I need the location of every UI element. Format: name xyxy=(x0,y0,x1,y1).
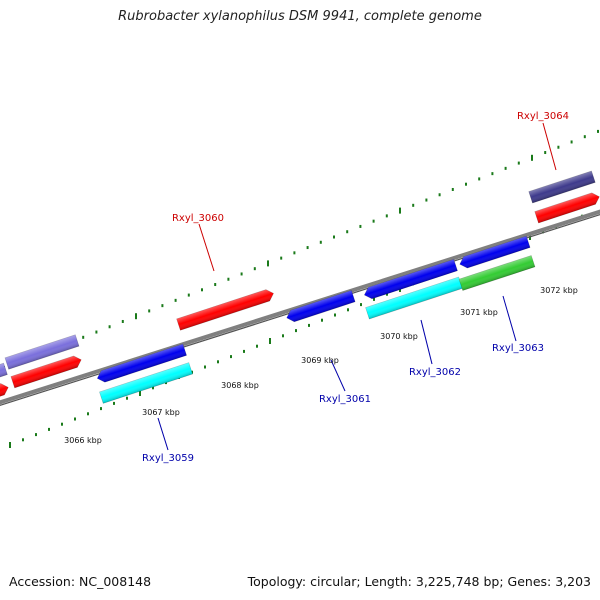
gene-rxyl-3060[interactable] xyxy=(176,288,276,331)
gene-shading xyxy=(4,334,80,370)
gene-shading xyxy=(0,363,8,381)
gene-red-left[interactable] xyxy=(10,354,83,389)
gene-label[interactable]: Rxyl_3061 xyxy=(319,394,371,405)
gene-label[interactable]: Rxyl_3059 xyxy=(142,453,194,464)
gene-label[interactable]: Rxyl_3062 xyxy=(409,367,461,378)
scale-label: 3068 kbp xyxy=(221,381,259,390)
genome-summary-text: Topology: circular; Length: 3,225,748 bp… xyxy=(247,574,591,589)
gene-rxyl-3059[interactable] xyxy=(99,362,193,404)
gene-lavender-edge[interactable] xyxy=(0,362,8,382)
accession-text: Accession: NC_008148 xyxy=(9,574,152,589)
gene-shading xyxy=(0,383,9,403)
gene-shading xyxy=(528,171,596,203)
gene-red-right[interactable] xyxy=(534,191,600,224)
callout-line xyxy=(330,359,346,392)
gene-rxyl-3061[interactable] xyxy=(285,290,356,323)
callout-line xyxy=(198,223,215,272)
scale-labels: 3066 kbp 3067 kbp 3068 kbp 3069 kbp 3070 kbp… xyxy=(64,286,578,445)
gene-label[interactable]: Rxyl_3064 xyxy=(517,111,569,122)
gene-rxyl-3063[interactable] xyxy=(458,255,536,291)
scale-ticks xyxy=(3,129,599,448)
gene-shading xyxy=(534,192,600,223)
gene-red-edge[interactable] xyxy=(0,382,10,403)
callout-line xyxy=(157,417,169,451)
gene-label[interactable]: Rxyl_3063 xyxy=(492,343,544,354)
backbone-line xyxy=(0,209,600,405)
gene-lavender-left[interactable] xyxy=(4,334,80,370)
gene-callouts: Rxyl_3060 Rxyl_3064 Rxyl_3059 Rxyl_3061 Rxyl… xyxy=(142,111,569,464)
gene-shading xyxy=(364,259,458,299)
scale-label: 3071 kbp xyxy=(460,308,498,317)
gene-shading xyxy=(10,355,82,388)
gene-label[interactable]: Rxyl_3060 xyxy=(172,213,224,224)
gene-shading xyxy=(176,289,274,331)
gene-shading xyxy=(365,277,463,319)
gene-blue-b[interactable] xyxy=(363,258,458,300)
scale-label: 3072 kbp xyxy=(540,286,578,295)
callout-line xyxy=(420,319,433,365)
scale-label: 3067 kbp xyxy=(142,408,180,417)
scale-label: 3066 kbp xyxy=(64,436,102,445)
gene-blue-c[interactable] xyxy=(458,235,531,270)
gene-shading xyxy=(97,343,187,383)
scale-label: 3069 kbp xyxy=(301,356,339,365)
gene-shading xyxy=(459,236,531,269)
gene-shading xyxy=(459,255,535,291)
callout-line xyxy=(542,122,557,171)
gene-blue-a[interactable] xyxy=(95,343,187,384)
gene-shading xyxy=(286,290,356,322)
gene-features xyxy=(0,170,600,404)
map-title: Rubrobacter xylanophilus DSM 9941, compl… xyxy=(118,9,482,24)
callout-line xyxy=(502,295,517,342)
gene-rxyl-3064[interactable] xyxy=(528,170,596,204)
scale-label: 3070 kbp xyxy=(380,332,418,341)
gene-shading xyxy=(99,362,193,404)
